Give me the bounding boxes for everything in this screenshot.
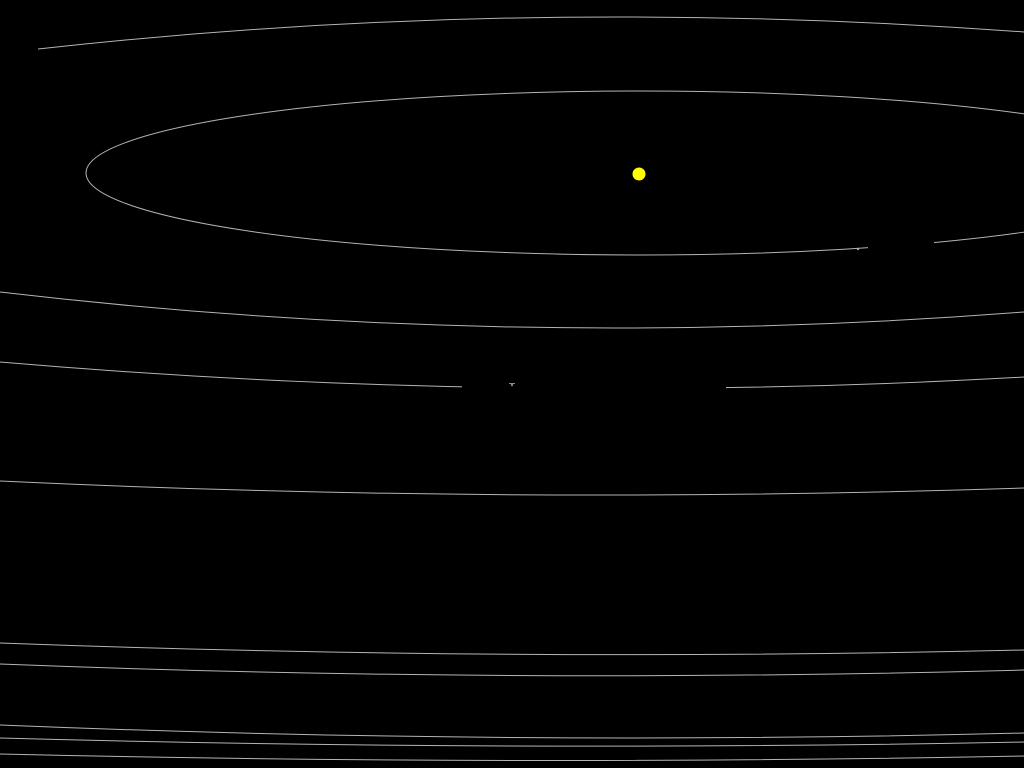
orbit-7	[0, 663, 1024, 677]
orbit-1	[85, 90, 1024, 256]
orbit-gap-middle	[462, 376, 726, 390]
planet-inner-icon[interactable]	[856, 247, 860, 251]
orbit-2	[37, 16, 1024, 50]
orbit-9	[0, 737, 1024, 747]
orbit-8	[0, 724, 1024, 739]
orbit-10	[0, 753, 1024, 762]
orbit-gap-inner	[868, 238, 934, 252]
orbit-paths	[0, 16, 1024, 762]
planet-middle-icon[interactable]	[509, 383, 515, 387]
orbit-3	[0, 291, 1024, 329]
orbit-5	[0, 480, 1024, 496]
orbit-6	[0, 642, 1024, 656]
sun-icon[interactable]	[632, 167, 646, 181]
